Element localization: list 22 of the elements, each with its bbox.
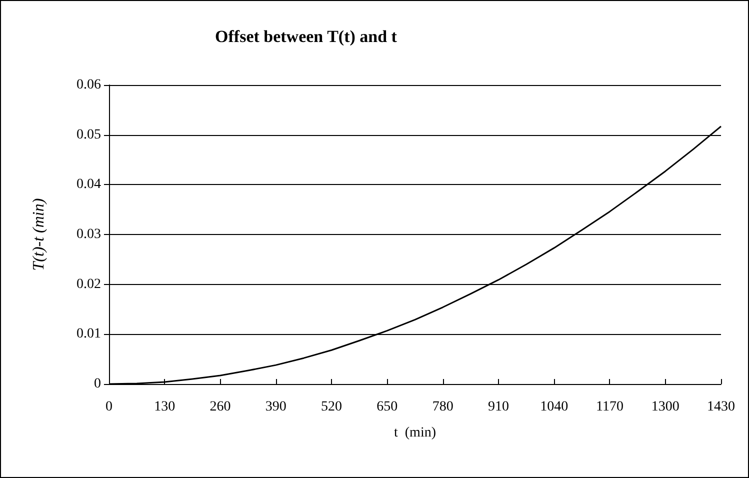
x-tick-label: 650 [376,400,398,414]
x-tick-label: 390 [265,400,286,414]
y-tick-label: 0.01 [76,326,101,342]
x-tick-label: 780 [432,400,454,414]
x-axis-title: t (min) [394,426,436,440]
y-tick-label: 0.04 [76,177,101,192]
y-tick-label: 0.06 [76,78,101,92]
y-axis-title: T(t)-t (min) [30,198,48,271]
x-tick-label: 1300 [651,400,680,414]
x-tick-label: 130 [154,400,176,414]
x-tick-label: 0 [106,400,112,414]
x-tick-label: 260 [210,400,231,414]
x-tick-label: 1170 [596,400,624,414]
y-tick-label: 0.03 [76,227,101,242]
x-tick-label: 1430 [707,400,735,414]
y-tick-label: 0.05 [76,127,101,142]
x-tick-label: 520 [321,400,342,414]
x-tick-label: 1040 [540,400,568,414]
chart-title: Offset between T(t) and t [215,27,398,46]
y-tick-label: 0 [94,376,101,392]
y-tick-label: 0.02 [76,276,101,292]
x-tick-label: 910 [488,400,509,414]
